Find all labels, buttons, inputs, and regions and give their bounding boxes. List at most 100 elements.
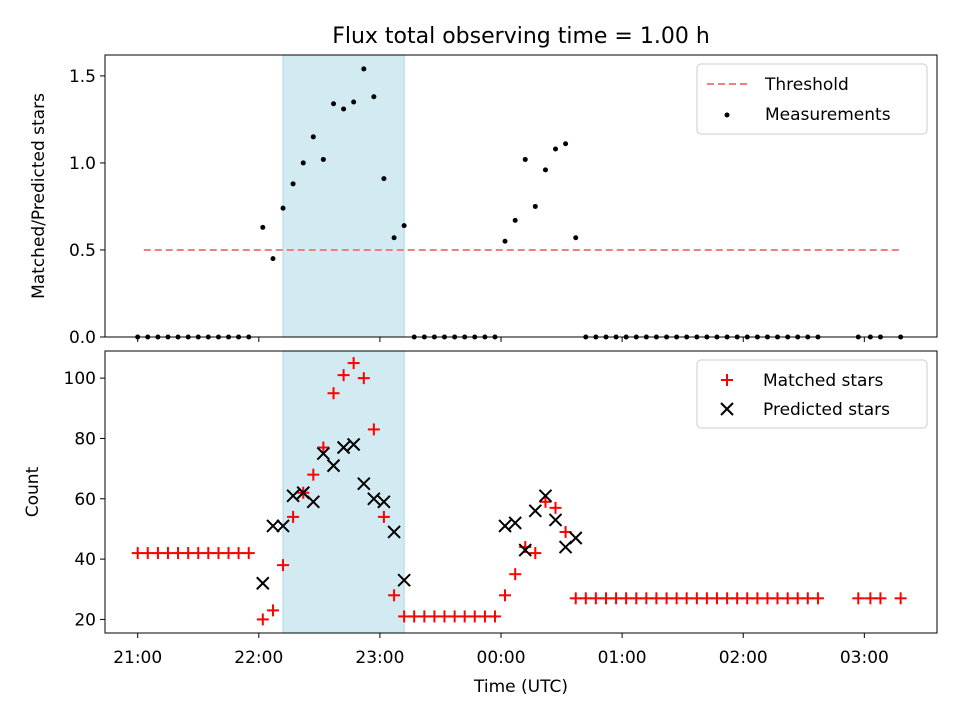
- legend-predicted-label: Predicted stars: [763, 400, 890, 420]
- predicted-marker-b: [276, 519, 290, 533]
- measurement-point: [502, 238, 508, 244]
- bottom-y-tick-label: 40: [74, 550, 96, 570]
- predicted-marker-b: [306, 495, 321, 509]
- matched-star-marker: [388, 589, 401, 602]
- matched-star-marker: [721, 592, 734, 605]
- predicted-star-marker: [569, 531, 583, 545]
- predicted-star-marker: [357, 476, 371, 491]
- predicted-star-marker: [336, 440, 351, 455]
- bottom-x-tick-label: 02:00: [719, 648, 768, 668]
- matched-star-marker: [287, 510, 300, 523]
- predicted-marker-b: [548, 513, 563, 527]
- predicted-marker-b: [316, 446, 331, 461]
- predicted-marker-b: [518, 543, 532, 557]
- predicted-marker-b: [569, 531, 583, 545]
- matched-star-marker: [212, 547, 225, 560]
- predicted-marker-b: [326, 458, 341, 473]
- matched-star-marker: [690, 592, 703, 605]
- predicted-marker-b: [397, 573, 411, 587]
- measurement-point: [341, 106, 347, 112]
- predicted-marker-b: [357, 476, 371, 491]
- measurement-point: [331, 101, 337, 107]
- matched-star-marker: [680, 592, 693, 605]
- predicted-marker-b: [266, 519, 280, 533]
- legend-matched-label: Matched stars: [763, 371, 883, 391]
- predicted-star-marker: [498, 519, 512, 533]
- matched-star-marker: [357, 372, 370, 385]
- top-y-axis-label: Matched/Predicted stars: [29, 93, 49, 299]
- matched-star-marker: [811, 592, 824, 605]
- predicted-star-marker: [306, 495, 321, 509]
- measurement-point: [320, 156, 326, 162]
- matched-star-marker: [337, 369, 350, 382]
- matched-star-marker: [131, 547, 144, 560]
- legend-matched-swatch: [721, 374, 733, 386]
- measurement-point: [401, 223, 407, 229]
- predicted-marker-b: [387, 525, 401, 539]
- bottom-x-tick-label: 00:00: [477, 648, 526, 668]
- matched-star-marker: [589, 592, 602, 605]
- measurement-point: [381, 176, 387, 182]
- bottom-y-tick-label: 100: [64, 369, 96, 389]
- bottom-y-axis: 20 40 60 80 100: [64, 369, 105, 630]
- bottom-y-axis-label: Count: [23, 466, 43, 517]
- predicted-star-marker: [276, 519, 290, 533]
- matched-star-marker: [277, 559, 290, 572]
- measurement-point: [300, 160, 306, 166]
- matched-star-marker: [151, 547, 164, 560]
- predicted-marker-b: [346, 437, 361, 452]
- predicted-star-marker: [326, 458, 341, 473]
- predicted-star-marker: [346, 437, 361, 452]
- matched-star-marker: [141, 547, 154, 560]
- bottom-x-axis-label: Time (UTC): [473, 677, 568, 697]
- predicted-marker-b: [508, 516, 522, 530]
- matched-star-marker: [232, 547, 245, 560]
- measurement-point: [573, 235, 579, 241]
- measurement-point: [310, 134, 316, 140]
- measurement-point: [391, 235, 397, 241]
- predicted-star-marker: [266, 519, 280, 533]
- matched-star-marker: [377, 510, 390, 523]
- bottom-legend-box: [696, 359, 928, 429]
- matched-star-marker: [741, 592, 754, 605]
- predicted-marker-b: [367, 492, 381, 506]
- predicted-star-marker: [316, 446, 331, 461]
- matched-star-marker: [509, 568, 522, 581]
- legend-threshold-label: Threshold: [764, 75, 849, 95]
- measurement-point: [553, 146, 559, 152]
- matched-star-marker: [894, 592, 907, 605]
- top-y-tick-label: 0.0: [69, 328, 96, 348]
- measurement-point: [351, 99, 357, 105]
- bottom-x-tick-label: 03:00: [840, 648, 889, 668]
- measurement-point: [361, 66, 367, 72]
- matched-star-marker: [202, 547, 215, 560]
- matched-star-marker: [874, 592, 887, 605]
- matched-star-marker: [539, 495, 552, 508]
- matched-star-marker: [327, 387, 340, 400]
- matched-star-marker: [161, 547, 174, 560]
- top-y-tick-label: 1.0: [69, 154, 96, 174]
- measurement-point: [542, 167, 548, 173]
- matched-star-marker: [761, 592, 774, 605]
- top-axes-frame: [104, 54, 938, 338]
- matched-star-marker: [242, 547, 255, 560]
- matched-star-marker: [751, 592, 764, 605]
- top-y-tick-label: 0.5: [69, 241, 96, 261]
- matched-star-marker: [600, 592, 613, 605]
- matched-star-marker: [448, 610, 461, 623]
- matched-star-marker: [731, 592, 744, 605]
- legend-predicted-swatch: [720, 402, 734, 416]
- matched-star-marker: [610, 592, 623, 605]
- matched-star-marker: [408, 610, 421, 623]
- matched-star-marker: [771, 592, 784, 605]
- matched-star-marker: [418, 610, 431, 623]
- matched-star-marker: [182, 547, 195, 560]
- predicted-marker-b: [538, 489, 553, 503]
- matched-star-marker: [317, 441, 330, 454]
- top-panel-title: Flux total observing time = 1.00 h: [332, 24, 710, 49]
- matched-star-marker: [670, 592, 683, 605]
- top-y-axis: 0.0 0.5 1.0 1.5: [69, 67, 105, 348]
- predicted-star-marker: [548, 513, 563, 527]
- matched-star-marker: [172, 547, 185, 560]
